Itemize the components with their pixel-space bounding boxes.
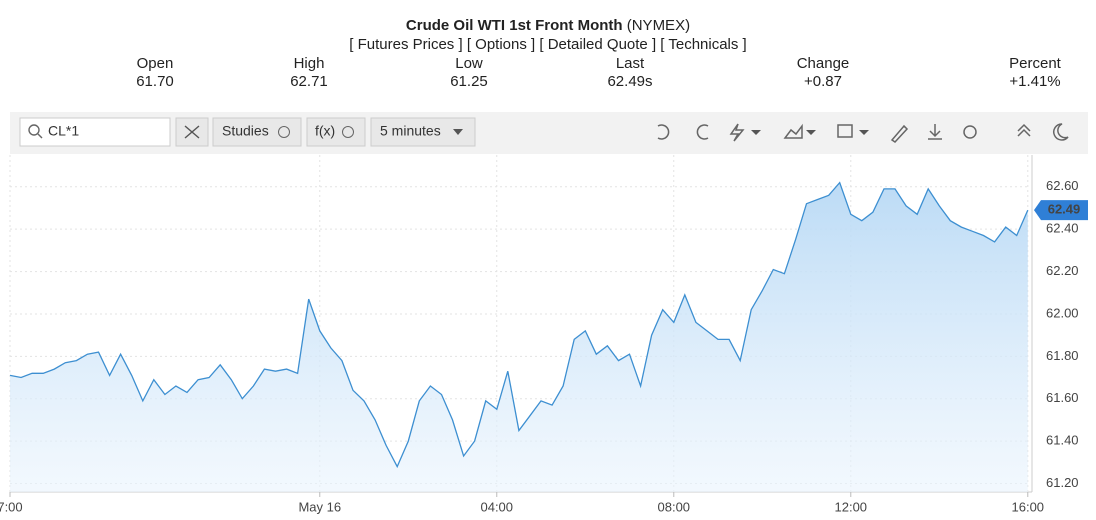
last-price-badge bbox=[1034, 200, 1088, 221]
events-icon[interactable] bbox=[729, 123, 745, 142]
search-icon bbox=[28, 124, 40, 136]
function-button[interactable] bbox=[306, 117, 366, 147]
y-tick-label: 62.60 bbox=[1046, 178, 1079, 193]
search-icon bbox=[37, 133, 43, 139]
last-price-label: 62.49 bbox=[1048, 202, 1081, 217]
chart-type-icon[interactable] bbox=[783, 123, 803, 139]
quote-link[interactable]: [ Options ] bbox=[467, 36, 535, 53]
dropdown-arrows bbox=[751, 130, 869, 135]
plot-area: 61.20 61.40 61.60 61.80 62.00 62.20 62.40 62.60… bbox=[0, 155, 1088, 514]
toolbar-icons bbox=[657, 123, 1069, 143]
download-icon[interactable] bbox=[928, 124, 942, 140]
add-icon bbox=[342, 126, 354, 138]
stat-value: 62.49s bbox=[607, 73, 652, 90]
x-tick-label: 08:00 bbox=[658, 499, 691, 514]
dropdown-arrow bbox=[453, 129, 463, 135]
settings-icon[interactable] bbox=[963, 125, 977, 139]
dropdown-arrow bbox=[751, 130, 761, 135]
price-line bbox=[9, 181, 1029, 469]
stat-label: Low bbox=[455, 55, 483, 72]
quote-link[interactable]: [ Futures Prices ] bbox=[349, 36, 462, 53]
stat-value: +0.87 bbox=[804, 73, 842, 90]
symbol-search[interactable] bbox=[19, 117, 171, 147]
quote-link[interactable]: [ Detailed Quote ] bbox=[539, 36, 656, 53]
function-label: f(x) bbox=[315, 123, 335, 139]
y-tick-label: 62.20 bbox=[1046, 263, 1079, 278]
y-tick-label: 62.00 bbox=[1046, 305, 1079, 320]
y-tick-label: 61.40 bbox=[1046, 433, 1079, 448]
quote-title: Crude Oil WTI 1st Front Month (NYMEX) bbox=[406, 17, 690, 34]
instrument-name: Crude Oil WTI 1st Front Month bbox=[406, 17, 623, 34]
exchange: (NYMEX) bbox=[627, 17, 690, 34]
stat-label: Open bbox=[137, 55, 174, 72]
toolbar bbox=[10, 112, 1088, 154]
redo-icon[interactable] bbox=[696, 124, 709, 140]
y-tick-label: 61.80 bbox=[1046, 348, 1079, 363]
price-area bbox=[10, 182, 1028, 492]
stat-label: Last bbox=[616, 55, 645, 72]
dropdown-arrow bbox=[859, 130, 869, 135]
dropdown-arrow bbox=[806, 130, 816, 135]
interval-label: 5 minutes bbox=[380, 123, 441, 139]
x-tick-label: 12:00 bbox=[835, 499, 868, 514]
x-tick-label: 16:00 bbox=[1012, 499, 1045, 514]
y-tick-label: 62.40 bbox=[1046, 221, 1079, 236]
y-tick-label: 61.20 bbox=[1046, 475, 1079, 490]
y-tick-label: 61.60 bbox=[1046, 390, 1079, 405]
undo-icon[interactable] bbox=[657, 124, 670, 140]
stat-label: Change bbox=[797, 55, 850, 72]
stat-value: 61.25 bbox=[450, 73, 488, 90]
stat-value: 62.71 bbox=[290, 73, 328, 90]
symbol-text: CL*1 bbox=[48, 123, 79, 139]
x-tick-label: 7:00 bbox=[0, 499, 23, 514]
studies-button[interactable] bbox=[212, 117, 302, 147]
quote-links: [ Futures Prices ] [ Options ] [ Detaile… bbox=[349, 36, 746, 53]
x-tick-label: May 16 bbox=[298, 499, 341, 514]
stat-value: +1.41% bbox=[1009, 73, 1060, 90]
studies-label: Studies bbox=[222, 123, 269, 139]
x-tick-label: 04:00 bbox=[480, 499, 513, 514]
collapse-icon[interactable] bbox=[1017, 123, 1031, 137]
add-icon bbox=[278, 126, 290, 138]
stat-value: 61.70 bbox=[136, 73, 174, 90]
links-row: [ Futures Prices ] [ Options ] [ Detaile… bbox=[349, 36, 746, 53]
theme-icon[interactable] bbox=[1053, 123, 1069, 141]
stat-label: Percent bbox=[1009, 55, 1062, 72]
stat-label: High bbox=[294, 55, 325, 72]
quote-link[interactable]: [ Technicals ] bbox=[660, 36, 746, 53]
layout-icon[interactable] bbox=[837, 124, 853, 138]
draw-icon[interactable] bbox=[890, 124, 909, 143]
compare-icon bbox=[184, 125, 200, 139]
